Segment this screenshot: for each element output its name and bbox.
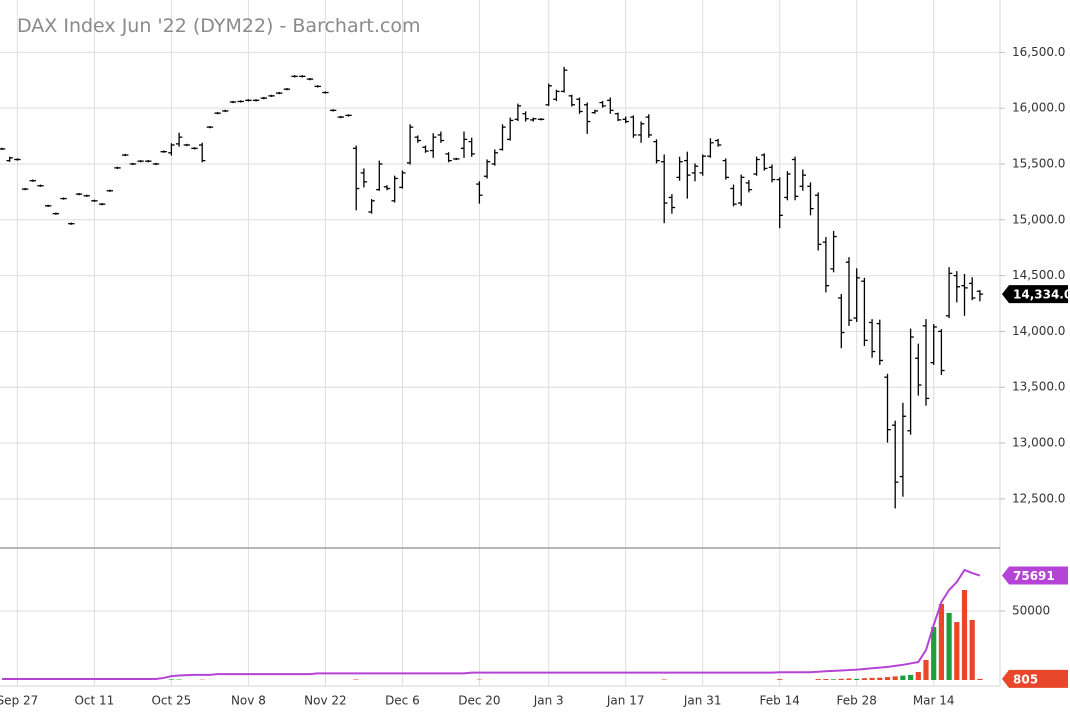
- y-tick-label: 16,000.0: [1012, 101, 1065, 115]
- y-tick-label: 13,000.0: [1012, 436, 1065, 450]
- volume-bar: [846, 678, 852, 680]
- volume-bar: [977, 678, 983, 680]
- volume-bar: [869, 677, 875, 680]
- value-badge: [1002, 285, 1068, 304]
- volume-bar: [969, 619, 975, 680]
- volume-bar: [838, 678, 844, 680]
- x-tick-label: Nov 8: [231, 694, 266, 708]
- volume-bar: [954, 622, 960, 680]
- y-tick-label: 15,000.0: [1012, 212, 1065, 226]
- y-tick-label: 14,000.0: [1012, 324, 1065, 338]
- volume-bar: [777, 679, 783, 680]
- x-tick-label: Dec 20: [458, 694, 500, 708]
- volume-bar: [877, 677, 883, 680]
- y-tick-label: 16,500.0: [1012, 45, 1065, 59]
- volume-bar: [815, 679, 821, 680]
- mark-layer: [0, 66, 984, 681]
- x-tick-label: Oct 11: [74, 694, 114, 708]
- volume-bar: [900, 675, 906, 680]
- volume-bar: [884, 677, 891, 680]
- volume-bar: [931, 627, 937, 680]
- volume-bar: [946, 612, 952, 680]
- value-badge-label: 14,334.0: [1013, 288, 1070, 302]
- x-tick-label: Feb 14: [760, 694, 800, 708]
- y-tick-label: 14,500.0: [1012, 268, 1065, 282]
- x-tick-label: Oct 25: [151, 694, 191, 708]
- text-layer: 12,500.0 13,000.0 13,500.0 14,000.0 14,500.0…: [0, 45, 1070, 708]
- x-tick-label: Jan 17: [606, 694, 645, 708]
- y-tick-label: 15,500.0: [1012, 156, 1065, 170]
- x-tick-label: Dec 6: [385, 694, 420, 708]
- value-badge-label: 805: [1013, 672, 1038, 686]
- x-tick-label: Nov 22: [304, 694, 347, 708]
- x-tick-label: Jan 3: [533, 694, 564, 708]
- volume-bar: [908, 675, 914, 680]
- volume-bar: [961, 590, 968, 680]
- volume-bar: [923, 659, 929, 680]
- volume-bar: [861, 678, 867, 680]
- y-tick-label: 50000: [1012, 603, 1050, 617]
- chart-title: DAX Index Jun '22 (DYM22) - Barchart.com: [17, 15, 420, 37]
- volume-bar: [938, 603, 944, 680]
- value-badge: [1002, 669, 1068, 688]
- volume-bar: [353, 679, 359, 680]
- x-tick-label: Feb 28: [837, 694, 877, 708]
- x-tick-label: Mar 14: [913, 694, 955, 708]
- value-badge-label: 75691: [1013, 569, 1055, 583]
- volume-bar: [831, 679, 837, 680]
- volume-bar: [823, 679, 829, 680]
- value-badge: [1002, 566, 1068, 585]
- x-tick-label: Jan 31: [683, 694, 722, 708]
- grid-layer: [0, 0, 1005, 686]
- open-interest-line: [2, 568, 981, 681]
- volume-bar: [892, 676, 898, 680]
- volume-bar: [168, 679, 174, 680]
- y-tick-label: 12,500.0: [1012, 491, 1065, 505]
- volume-bar: [854, 678, 860, 680]
- volume-bar: [915, 671, 921, 680]
- x-tick-label: Sep 27: [0, 694, 38, 708]
- y-tick-label: 13,500.0: [1012, 380, 1065, 394]
